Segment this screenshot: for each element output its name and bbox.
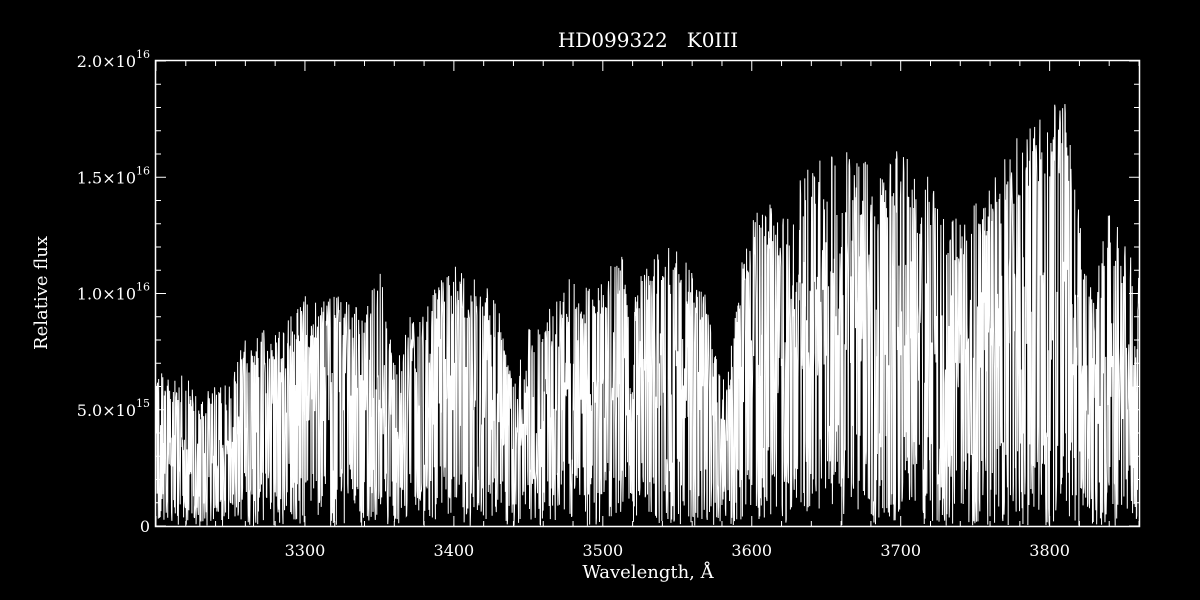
- y-tick-label: 1.5×1016: [77, 164, 150, 187]
- plot-frame: [154, 59, 1141, 528]
- x-axis-label: Wavelength, Å: [582, 561, 714, 583]
- x-tick-label: 3600: [731, 541, 772, 560]
- y-tick-label: 5.0×1015: [77, 397, 150, 420]
- x-tick-label: 3700: [880, 541, 921, 560]
- y-tick-label: 1.0×1016: [77, 281, 150, 304]
- x-axis: 3300 3400 3500 3600 3700 3800: [155, 61, 1140, 560]
- y-tick-label: 0: [140, 517, 150, 536]
- x-tick-label: 3400: [434, 541, 475, 560]
- spectrum-line: [155, 104, 1140, 526]
- y-axis-label: Relative flux: [31, 236, 52, 350]
- x-tick-label: 3300: [285, 541, 326, 560]
- x-tick-label: 3800: [1029, 541, 1070, 560]
- spectrum-series: [155, 104, 1140, 526]
- chart-title: HD099322 K0III: [558, 28, 738, 52]
- x-tick-label: 3500: [582, 541, 623, 560]
- y-axis: 0 5.0×1015 1.0×1016 1.5×1016 2.0×1016: [77, 48, 1139, 536]
- y-tick-label: 2.0×1016: [77, 48, 150, 71]
